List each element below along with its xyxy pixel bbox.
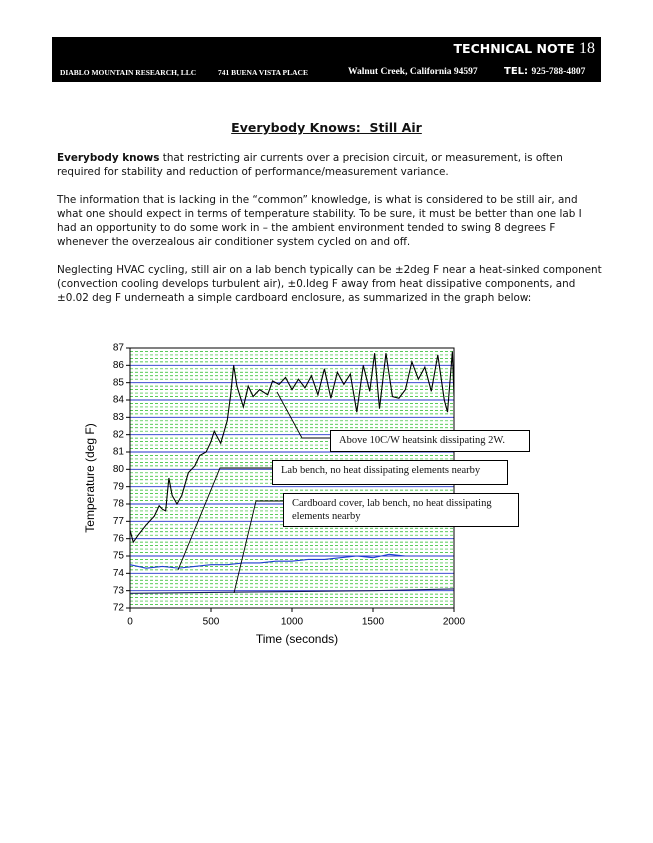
x-tick-label: 1500 <box>362 617 385 628</box>
y-tick-label: 82 <box>113 429 125 440</box>
data-line <box>129 588 455 594</box>
y-tick-label: 80 <box>113 464 125 475</box>
x-tick-label: 2000 <box>443 617 466 628</box>
company: DIABLO MOUNTAIN RESEARCH, LLC <box>60 68 197 77</box>
y-tick-label: 78 <box>113 499 125 510</box>
leader-line <box>276 391 330 439</box>
heading: Everybody Knows: Still Air <box>231 120 422 135</box>
paragraph: Neglecting HVAC cycling, still air on a … <box>57 264 602 304</box>
leader-line <box>233 500 283 594</box>
y-tick-label: 73 <box>113 585 125 596</box>
y-tick-label: 85 <box>113 377 125 388</box>
x-tick-label: 0 <box>127 617 133 628</box>
phone-label: TEL: <box>504 66 529 77</box>
leader-line <box>177 467 272 571</box>
y-tick-label: 76 <box>113 533 125 544</box>
annotation: Lab bench, no heat dissipating elements … <box>272 460 508 485</box>
y-tick-label: 75 <box>113 551 125 562</box>
y-axis-label: Temperature (deg F) <box>83 423 97 532</box>
data-line <box>129 553 406 569</box>
address: 741 BUENA VISTA PLACE <box>218 68 308 77</box>
title: TECHNICAL NOTE <box>453 41 575 56</box>
y-tick-label: 84 <box>113 395 125 406</box>
annotation: Cardboard cover, lab bench, no heat diss… <box>283 493 519 527</box>
x-tick-label: 500 <box>203 617 220 628</box>
note-number: 18 <box>579 40 595 57</box>
city: Walnut Creek, California 94597 <box>348 67 478 77</box>
y-tick-label: 79 <box>113 481 125 492</box>
lead: Everybody knows <box>57 152 160 164</box>
phone: 925-788-4807 <box>531 67 586 77</box>
y-tick-label: 83 <box>113 412 125 423</box>
paragraph: The information that is lacking in the “… <box>57 194 582 248</box>
header-title: TECHNICAL NOTE 18 <box>454 40 596 58</box>
x-tick-label: 1000 <box>281 617 304 628</box>
y-tick-label: 72 <box>113 603 125 614</box>
y-tick-label: 86 <box>113 360 125 371</box>
y-tick-label: 74 <box>113 568 125 579</box>
paragraph-text: that restricting air currents over a pre… <box>57 152 563 178</box>
x-axis-label: Time (seconds) <box>256 632 338 646</box>
paragraph: Everybody knows that restricting air cur… <box>57 151 602 179</box>
annotation: Above 10C/W heatsink dissipating 2W. <box>330 430 530 452</box>
header-bar: TECHNICAL NOTE 18 DIABLO MOUNTAIN RESEAR… <box>52 37 601 82</box>
phone-line: TEL: 925-788-4807 <box>504 66 585 77</box>
y-tick-label: 87 <box>113 343 125 354</box>
y-tick-label: 77 <box>113 516 125 527</box>
y-tick-label: 81 <box>113 447 125 458</box>
data-line <box>129 351 455 544</box>
